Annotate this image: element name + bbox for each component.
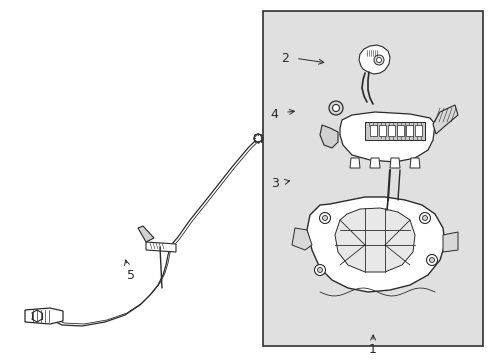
- Bar: [387, 125, 394, 136]
- Bar: [405, 125, 412, 136]
- Text: 1: 1: [368, 343, 376, 356]
- Bar: [364, 122, 424, 140]
- Polygon shape: [432, 105, 457, 134]
- Polygon shape: [306, 197, 444, 292]
- Bar: [263, 11, 482, 346]
- Circle shape: [253, 134, 262, 142]
- Circle shape: [426, 255, 437, 266]
- Polygon shape: [369, 158, 379, 168]
- Circle shape: [419, 212, 429, 224]
- Circle shape: [314, 265, 325, 275]
- Polygon shape: [358, 45, 389, 74]
- Text: 3: 3: [270, 177, 278, 190]
- Polygon shape: [334, 208, 414, 272]
- Bar: [414, 125, 421, 136]
- Bar: [396, 125, 403, 136]
- Circle shape: [428, 257, 434, 262]
- Text: 5: 5: [127, 269, 135, 282]
- Polygon shape: [389, 158, 399, 168]
- Circle shape: [319, 212, 330, 224]
- Circle shape: [328, 101, 342, 115]
- Text: 2: 2: [280, 52, 288, 65]
- Polygon shape: [25, 308, 63, 324]
- Bar: [378, 125, 385, 136]
- Polygon shape: [409, 158, 419, 168]
- Polygon shape: [442, 232, 457, 252]
- Circle shape: [322, 216, 327, 220]
- Circle shape: [317, 267, 322, 273]
- Circle shape: [373, 55, 383, 65]
- Bar: [369, 125, 376, 136]
- Circle shape: [332, 104, 339, 112]
- Polygon shape: [349, 158, 359, 168]
- Polygon shape: [138, 226, 154, 242]
- Polygon shape: [146, 242, 176, 252]
- Text: 4: 4: [270, 108, 278, 121]
- Polygon shape: [339, 112, 434, 162]
- Circle shape: [422, 216, 427, 220]
- Circle shape: [376, 58, 381, 63]
- Polygon shape: [319, 125, 337, 148]
- Polygon shape: [291, 228, 311, 250]
